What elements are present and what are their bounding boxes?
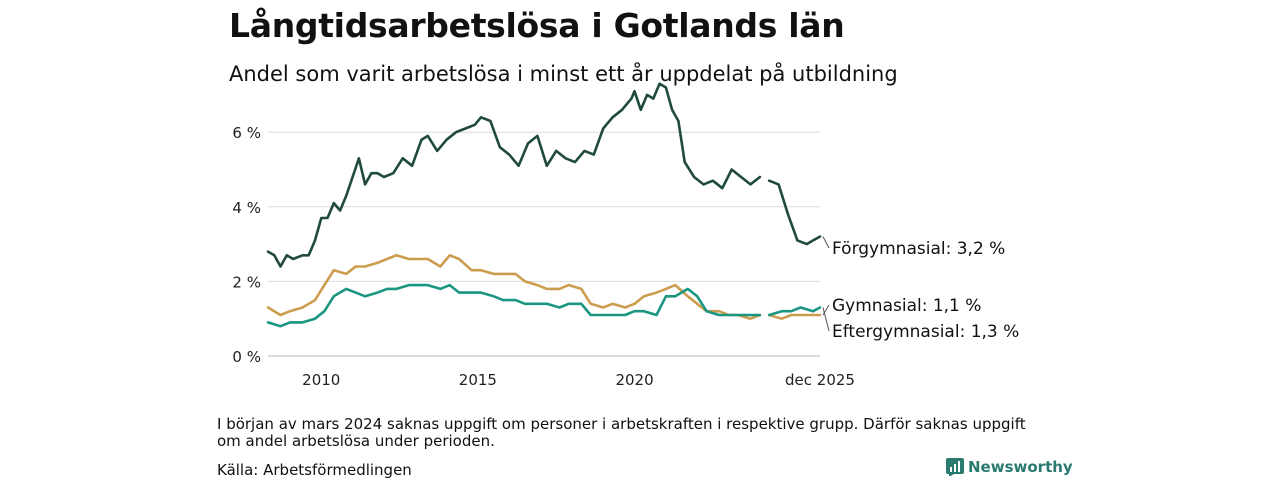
end-label: Eftergymnasial: 1,3 % [832,322,1019,342]
x-tick-label: 2010 [302,371,340,389]
brand-name: Newsworthy [968,458,1073,476]
y-tick-label: 6 % [232,124,261,142]
end-label-leader [822,307,830,332]
end-label: Gymnasial: 1,1 % [832,296,981,316]
source-text: Källa: Arbetsförmedlingen [217,461,412,479]
chart-title: Långtidsarbetslösa i Gotlands län [229,6,845,45]
series-line-gymnasial-1 [767,313,822,320]
newsworthy-logo-icon [946,458,964,476]
series-line-förgymnasial-1 [767,179,822,246]
brand-logo[interactable]: Newsworthy [946,458,1073,476]
x-tick-label: 2020 [615,371,653,389]
series-line-eftergymnasial-0 [266,283,762,328]
y-tick-label: 4 % [232,199,261,217]
series-line-eftergymnasial-1 [767,306,822,317]
end-label: Förgymnasial: 3,2 % [832,239,1005,259]
series-line-gymnasial-0 [266,254,762,320]
x-tick-label: 2015 [459,371,497,389]
chart-subtitle: Andel som varit arbetslösa i minst ett å… [229,62,898,86]
y-tick-label: 0 % [232,348,261,366]
y-tick-label: 2 % [232,273,261,291]
series-line-förgymnasial-0 [266,82,762,268]
footnote: I början av mars 2024 saknas uppgift om … [217,415,1026,450]
end-label-leader [822,236,830,249]
x-tick-label: dec 2025 [785,371,855,389]
line-chart: 0 % 2 % 4 % 6 % 2010 2015 2020 dec 2025 Förgymna… [232,82,1019,389]
